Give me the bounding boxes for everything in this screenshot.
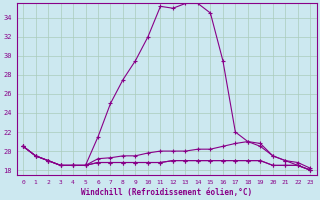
X-axis label: Windchill (Refroidissement éolien,°C): Windchill (Refroidissement éolien,°C) [81,188,252,197]
